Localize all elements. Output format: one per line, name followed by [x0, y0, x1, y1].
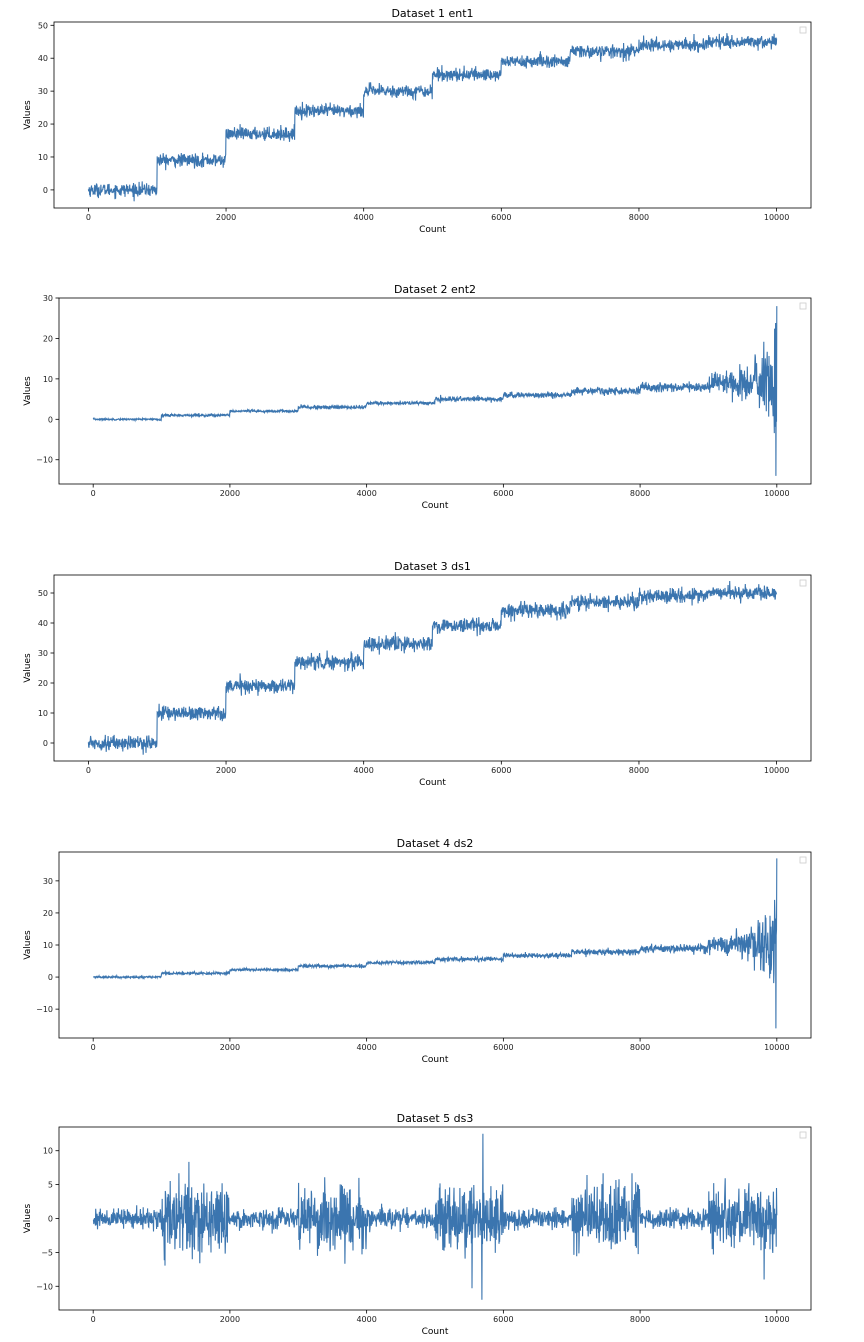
x-tick-label: 4000: [356, 1315, 376, 1324]
x-tick-label: 0: [91, 489, 96, 498]
x-tick-label: 10000: [764, 1315, 789, 1324]
y-axis-label: Values: [23, 930, 33, 960]
y-tick-label: 20: [43, 909, 53, 918]
y-tick-label: −10: [36, 456, 53, 465]
y-tick-label: 30: [43, 294, 53, 303]
x-tick-label: 4000: [354, 766, 374, 775]
y-tick-label: −10: [36, 1005, 53, 1014]
y-tick-label: −10: [36, 1282, 53, 1291]
y-tick-label: 50: [38, 21, 48, 30]
x-tick-label: 4000: [356, 489, 376, 498]
y-tick-label: 30: [38, 649, 48, 658]
x-tick-label: 4000: [356, 1043, 376, 1052]
y-tick-label: 40: [38, 54, 48, 63]
chart-4: Dataset 4 ds2 0 2000 4000 6000 8000 10000 −10 0 1…: [23, 837, 812, 1065]
x-axis-label: Count: [419, 778, 446, 788]
x-tick-label: 8000: [629, 766, 649, 775]
y-axis-label: Values: [23, 653, 33, 683]
chart-title: Dataset 4 ds2: [397, 837, 474, 850]
x-tick-label: 6000: [493, 1315, 513, 1324]
x-axis-label: Count: [422, 1055, 449, 1065]
legend-box: [799, 856, 807, 864]
x-axis-label: Count: [422, 501, 449, 511]
y-tick-label: 30: [38, 87, 48, 96]
legend-box: [799, 1131, 807, 1139]
chart-5: Dataset 5 ds3 0 2000 4000 6000 8000 10000 −10 −5…: [23, 1112, 812, 1337]
series-line: [87, 580, 778, 755]
chart-title: Dataset 3 ds1: [394, 560, 471, 573]
x-tick-label: 6000: [493, 1043, 513, 1052]
chart-title: Dataset 5 ds3: [397, 1112, 474, 1125]
x-tick-label: 2000: [216, 766, 236, 775]
x-tick-label: 6000: [491, 766, 511, 775]
y-tick-label: 10: [38, 709, 48, 718]
x-tick-label: 10000: [764, 1043, 789, 1052]
x-tick-label: 6000: [493, 489, 513, 498]
x-axis-label: Count: [422, 1327, 449, 1337]
series-line: [92, 1133, 778, 1300]
chart-2: Dataset 2 ent2 0 2000 4000 6000 8000 10000 −10 0…: [23, 283, 812, 511]
y-tick-label: 0: [43, 186, 48, 195]
x-tick-label: 8000: [630, 1315, 650, 1324]
x-tick-label: 0: [86, 213, 91, 222]
legend-box: [799, 302, 807, 310]
y-tick-label: 50: [38, 589, 48, 598]
x-tick-label: 10000: [764, 213, 789, 222]
x-tick-label: 0: [91, 1043, 96, 1052]
x-tick-label: 2000: [220, 1315, 240, 1324]
y-tick-label: 10: [43, 1147, 53, 1156]
x-tick-label: 8000: [629, 213, 649, 222]
y-tick-label: 0: [43, 739, 48, 748]
y-axis-label: Values: [23, 100, 33, 130]
series-line: [92, 858, 778, 1029]
x-tick-label: 8000: [630, 1043, 650, 1052]
x-tick-label: 2000: [220, 1043, 240, 1052]
x-tick-label: 10000: [764, 766, 789, 775]
series-line: [87, 33, 778, 202]
y-tick-label: 40: [38, 619, 48, 628]
y-tick-label: −5: [41, 1248, 53, 1257]
x-tick-label: 8000: [630, 489, 650, 498]
y-tick-label: 10: [43, 375, 53, 384]
x-axis-label: Count: [419, 225, 446, 235]
plot-frame: [53, 21, 812, 209]
y-tick-label: 20: [38, 120, 48, 129]
y-tick-label: 10: [43, 941, 53, 950]
y-tick-label: 10: [38, 153, 48, 162]
chart-3: Dataset 3 ds1 0 2000 4000 6000 8000 10000 0 10 20…: [23, 560, 812, 788]
y-axis-label: Values: [23, 376, 33, 406]
x-tick-label: 2000: [216, 213, 236, 222]
y-tick-label: 30: [43, 877, 53, 886]
x-tick-label: 0: [91, 1315, 96, 1324]
y-tick-label: 20: [43, 334, 53, 343]
y-tick-label: 5: [48, 1181, 53, 1190]
chart-title: Dataset 2 ent2: [394, 283, 476, 296]
chart-1: Dataset 1 ent1 0 2000 4000 6000 8000 10000 0 10 2…: [23, 7, 812, 235]
x-tick-label: 4000: [354, 213, 374, 222]
legend-box: [799, 579, 807, 587]
chart-title: Dataset 1 ent1: [391, 7, 473, 20]
x-tick-label: 10000: [764, 489, 789, 498]
y-tick-label: 0: [48, 973, 53, 982]
x-tick-label: 6000: [491, 213, 511, 222]
y-axis-label: Values: [23, 1203, 33, 1233]
y-tick-label: 0: [48, 1215, 53, 1224]
x-tick-label: 2000: [220, 489, 240, 498]
y-tick-label: 20: [38, 679, 48, 688]
series-line: [92, 306, 778, 476]
plot-frame: [53, 574, 812, 762]
plot-frame: [58, 297, 812, 485]
legend-box: [799, 26, 807, 34]
x-tick-label: 0: [86, 766, 91, 775]
y-tick-label: 0: [48, 415, 53, 424]
